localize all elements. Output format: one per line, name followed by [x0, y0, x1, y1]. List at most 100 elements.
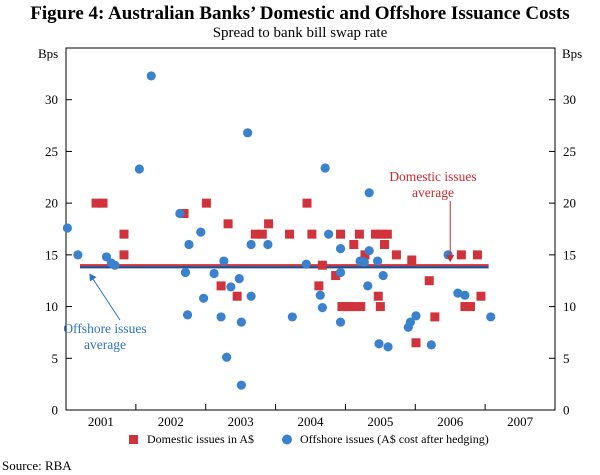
x-tick-label: 2005 — [367, 414, 393, 429]
y-tick-left-label: 5 — [52, 351, 59, 366]
domestic-issue-point — [201, 198, 211, 208]
domestic-issue-point — [375, 302, 385, 312]
domestic-issue-point — [411, 338, 421, 348]
data-points — [62, 71, 496, 390]
offshore-issue-point — [73, 250, 83, 260]
y-tick-left-label: 0 — [52, 403, 59, 418]
y-tick-right-label: 15 — [563, 247, 576, 262]
domestic-issue-point — [345, 302, 355, 312]
offshore-issue-point — [180, 267, 191, 278]
offshore-issue-point — [146, 71, 156, 81]
offshore-issue-point — [110, 260, 120, 270]
domestic-issue-point — [349, 240, 359, 250]
offshore-issue-point — [301, 259, 311, 269]
domestic-issue-point — [465, 302, 475, 312]
offshore-issue-point — [363, 281, 373, 291]
domestic-issue-point — [119, 250, 129, 260]
domestic-issue-point — [370, 229, 380, 239]
y-axis-right: 0 5 10 15 20 25 30 — [549, 92, 576, 418]
average-lines — [79, 264, 489, 269]
offshore-issue-point — [236, 317, 246, 327]
offshore-issue-point — [236, 380, 246, 390]
offshore-issue-point — [246, 239, 256, 250]
y-axis-left-unit: Bps — [38, 46, 58, 61]
y-tick-right-label: 20 — [563, 196, 576, 211]
domestic-issue-point — [285, 229, 295, 239]
domestic-issue-point — [223, 219, 233, 229]
x-tick-label: 2004 — [298, 414, 325, 429]
domestic-issue-point — [407, 255, 417, 265]
x-tick-label: 2006 — [437, 414, 464, 429]
domestic-issue-point — [336, 229, 346, 239]
offshore-issue-point — [383, 342, 393, 352]
y-tick-right-label: 5 — [563, 351, 570, 366]
offshore-issue-point — [359, 257, 369, 267]
legend-offshore-swatch — [282, 434, 292, 445]
domestic-issue-point — [382, 229, 392, 239]
domestic-issue-point — [119, 229, 129, 239]
legend: Domestic issues in A$ Offshore issues (A… — [129, 432, 489, 446]
domestic-issue-point — [98, 198, 108, 208]
y-tick-left-label: 10 — [45, 299, 58, 314]
y-tick-left-label: 20 — [45, 196, 58, 211]
offshore-issue-point — [234, 274, 244, 284]
domestic-issue-point — [317, 260, 327, 270]
y-axis-right-unit: Bps — [562, 46, 582, 61]
domestic-issue-point — [354, 229, 364, 239]
offshore-issue-point — [443, 250, 453, 260]
offshore-issue-point — [216, 312, 226, 322]
x-axis: 2001 2002 2003 2004 2005 2006 2007 — [88, 404, 534, 429]
y-tick-right-label: 10 — [563, 299, 576, 314]
offshore-issue-point — [335, 267, 346, 278]
plot-frame — [65, 47, 556, 411]
offshore-issue-point — [486, 312, 496, 322]
offshore-issue-point — [453, 288, 463, 298]
domestic-issue-point — [307, 229, 317, 239]
offshore-issue-point — [134, 164, 144, 174]
offshore-issue-point — [317, 303, 327, 313]
offshore-average-annotation-line2: average — [84, 337, 126, 352]
domestic-issue-point — [472, 250, 482, 260]
x-tick-label: 2001 — [88, 414, 114, 429]
domestic-average-annotation-line2: average — [412, 185, 454, 200]
offshore-issue-point — [199, 293, 209, 303]
domestic-issue-point — [331, 271, 341, 281]
y-tick-right-label: 25 — [563, 144, 576, 159]
offshore-issue-point — [182, 310, 193, 320]
offshore-issue-point — [460, 290, 470, 300]
offshore-issue-point — [226, 282, 236, 292]
domestic-issue-point — [373, 291, 383, 301]
offshore-issue-point — [196, 227, 206, 237]
offshore-issue-point — [315, 290, 325, 300]
offshore-issue-point — [101, 252, 112, 262]
offshore-issue-point — [320, 163, 330, 173]
chart-title: Figure 4: Australian Banks’ Domestic and… — [30, 3, 569, 24]
offshore-average-annotation-line1: Offshore issues — [63, 321, 146, 336]
offshore-issue-point — [246, 291, 256, 301]
offshore-issue-point — [335, 244, 346, 254]
y-tick-right-label: 30 — [563, 92, 576, 107]
y-axis-left: 0 5 10 15 20 25 30 — [45, 92, 72, 418]
y-tick-left-label: 15 — [45, 247, 58, 262]
offshore-issue-point — [335, 317, 346, 327]
domestic-issue-point — [456, 250, 466, 260]
domestic-issue-point — [430, 312, 440, 322]
x-tick-label: 2007 — [507, 414, 534, 429]
offshore-issue-point — [287, 312, 297, 322]
domestic-issue-point — [360, 250, 370, 260]
offshore-issue-point — [374, 339, 384, 349]
domestic-issue-point — [424, 276, 434, 286]
legend-offshore-label: Offshore issues (A$ cost after hedging) — [300, 432, 489, 446]
offshore-issue-point — [378, 270, 388, 281]
offshore-issue-point — [411, 311, 421, 321]
domestic-issue-point — [376, 229, 386, 239]
legend-domestic-swatch — [129, 435, 138, 444]
offshore-issue-point — [364, 246, 374, 256]
domestic-issue-point — [314, 281, 324, 291]
offshore-issue-point — [263, 239, 273, 250]
offshore-issue-point — [372, 256, 383, 266]
domestic-issue-point — [264, 219, 274, 229]
